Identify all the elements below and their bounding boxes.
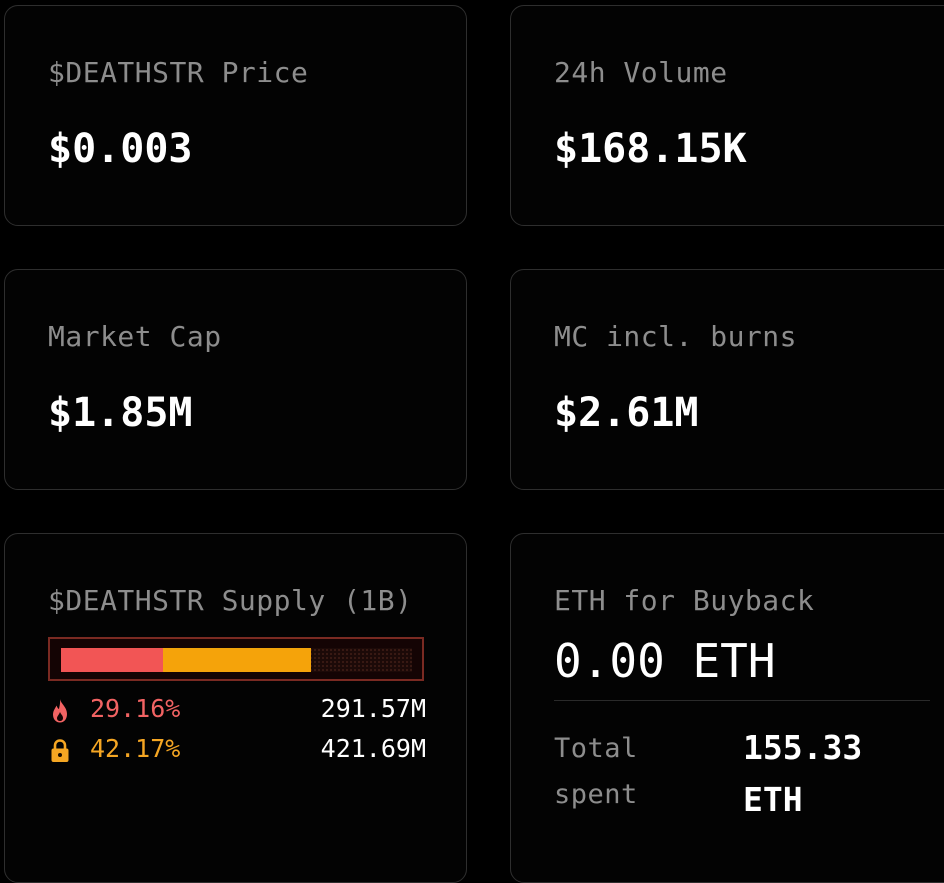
supply-bar-locked-segment xyxy=(163,648,311,672)
total-spent-label: Total spent xyxy=(554,733,638,810)
burned-amount: 291.57M xyxy=(320,694,426,723)
supply-bar-track xyxy=(61,648,412,672)
burned-percent: 29.16% xyxy=(90,694,181,723)
supply-card: $DEATHSTR Supply (1B) 29.16% 291.57M 42.… xyxy=(4,533,467,883)
locked-row: 42.17% 421.69M xyxy=(48,734,426,768)
divider xyxy=(554,700,930,701)
buyback-value: 0.00 ETH xyxy=(554,634,776,688)
price-label: $DEATHSTR Price xyxy=(48,56,309,89)
market-cap-card: Market Cap $1.85M xyxy=(4,269,467,490)
locked-percent: 42.17% xyxy=(90,734,181,763)
lock-icon xyxy=(48,738,72,764)
supply-label: $DEATHSTR Supply (1B) xyxy=(48,584,413,617)
buyback-label: ETH for Buyback xyxy=(554,584,815,617)
total-spent-value: 155.33 ETH xyxy=(743,728,863,819)
volume-value: $168.15K xyxy=(554,126,747,172)
market-cap-value: $1.85M xyxy=(48,390,193,436)
supply-bar-burned-segment xyxy=(61,648,163,672)
buyback-card: ETH for Buyback 0.00 ETH Total spent 155… xyxy=(510,533,944,883)
market-cap-label: Market Cap xyxy=(48,320,222,353)
flame-icon xyxy=(48,698,72,724)
mc-incl-burns-value: $2.61M xyxy=(554,390,699,436)
volume-label: 24h Volume xyxy=(554,56,728,89)
supply-bar xyxy=(48,637,424,681)
locked-amount: 421.69M xyxy=(320,734,426,763)
mc-incl-burns-label: MC incl. burns xyxy=(554,320,798,353)
price-value: $0.003 xyxy=(48,126,193,172)
volume-card: 24h Volume $168.15K xyxy=(510,5,944,226)
burned-row: 29.16% 291.57M xyxy=(48,694,426,728)
mc-incl-burns-card: MC incl. burns $2.61M xyxy=(510,269,944,490)
price-card: $DEATHSTR Price $0.003 xyxy=(4,5,467,226)
